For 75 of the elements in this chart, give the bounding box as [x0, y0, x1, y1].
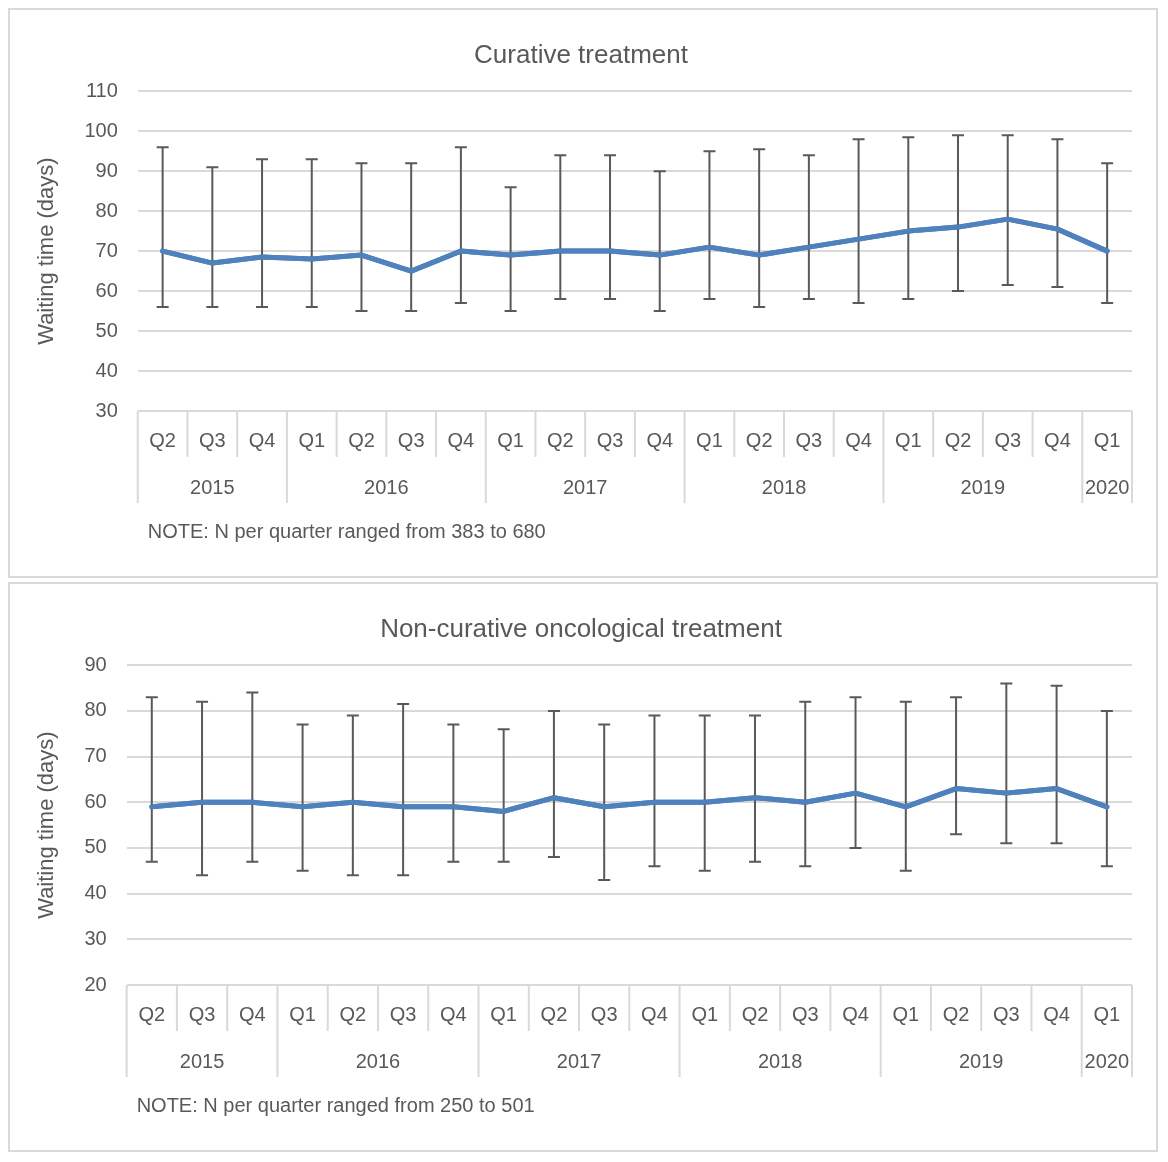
x-tick-label: Q3 — [590, 1002, 618, 1025]
x-tick-label: Q2 — [944, 428, 972, 451]
x-tick-label: Q1 — [289, 1002, 316, 1025]
x-tick-label: Q1 — [1093, 428, 1121, 451]
x-tick-label: Q1 — [892, 1002, 920, 1025]
text: 2016 — [364, 475, 409, 498]
x-tick-label: Q4 — [447, 428, 475, 451]
x-tick-label: Q2 — [745, 428, 773, 451]
x-tick-label: Q3 — [596, 428, 624, 451]
x-tick-label: Q2 — [942, 1002, 970, 1025]
y-tick-label: 50 — [95, 318, 118, 341]
y-tick-label: 40 — [84, 881, 107, 904]
x-tick-label: Q2 — [540, 1002, 568, 1025]
text: 2015 — [190, 475, 235, 498]
y-tick-label: 60 — [84, 789, 107, 812]
y-tick-label: 80 — [95, 198, 118, 221]
x-tick-label: Q4 — [842, 1002, 869, 1025]
x-tick-label: Q3 — [389, 1002, 417, 1025]
x-tick-label: Q1 — [696, 428, 723, 451]
text: NOTE: N per quarter ranged from 250 to 501 — [136, 1093, 535, 1116]
y-tick-label: 90 — [95, 158, 118, 181]
y-tick-label: 70 — [84, 744, 107, 767]
y-tick-label: 60 — [95, 278, 118, 301]
x-tick-label: Q4 — [238, 1002, 266, 1025]
text: 2018 — [761, 475, 807, 498]
x-tick-label: Q2 — [348, 428, 375, 451]
x-tick-label: Q1 — [490, 1002, 517, 1025]
text: 2019 — [960, 475, 1006, 498]
x-tick-label: Q2 — [546, 428, 574, 451]
x-tick-label: Q3 — [791, 1002, 819, 1025]
x-tick-label: Q4 — [440, 1002, 467, 1025]
x-tick-label: Q1 — [1093, 1002, 1121, 1025]
y-tick-label: 80 — [84, 698, 107, 721]
chart-title: Curative treatment — [474, 38, 689, 69]
y-tick-label: 20 — [84, 972, 107, 995]
x-tick-label: Q3 — [188, 1002, 216, 1025]
x-tick-label: Q4 — [646, 428, 674, 451]
x-tick-label: Q4 — [248, 428, 276, 451]
text: 2019 — [958, 1049, 1004, 1072]
x-tick-label: Q1 — [894, 428, 922, 451]
x-tick-label: Q2 — [339, 1002, 367, 1025]
y-tick-label: 30 — [84, 926, 107, 949]
x-tick-label: Q3 — [795, 428, 823, 451]
y-axis-title: Waiting time (days) — [33, 731, 59, 919]
y-tick-label: 90 — [84, 652, 107, 675]
y-tick-label: 50 — [84, 835, 107, 858]
x-tick-label: Q2 — [741, 1002, 769, 1025]
text: 2016 — [355, 1049, 401, 1072]
x-tick-label: Q4 — [1044, 428, 1071, 451]
text: 2017 — [556, 1049, 602, 1072]
text: 2018 — [757, 1049, 803, 1072]
y-tick-label: 40 — [95, 358, 118, 381]
y-tick-label: 70 — [95, 238, 118, 261]
chart-title: Non-curative oncological treatment — [380, 612, 783, 643]
x-tick-label: Q1 — [298, 428, 326, 451]
x-tick-label: Q3 — [397, 428, 425, 451]
y-tick-label: 100 — [84, 118, 118, 141]
x-tick-label: Q3 — [992, 1002, 1020, 1025]
text: NOTE: N per quarter ranged from 383 to 680 — [147, 519, 546, 542]
y-axis-title: Waiting time (days) — [33, 157, 59, 345]
y-tick-label: 110 — [85, 78, 118, 101]
text: 2017 — [562, 475, 608, 498]
x-tick-label: Q4 — [1043, 1002, 1070, 1025]
x-tick-label: Q1 — [691, 1002, 719, 1025]
text: 2015 — [179, 1049, 225, 1072]
x-tick-label: Q4 — [845, 428, 872, 451]
x-tick-label: Q2 — [138, 1002, 166, 1025]
y-tick-label: 30 — [95, 398, 118, 421]
text: 2020 — [1084, 475, 1130, 498]
x-tick-label: Q2 — [149, 428, 176, 451]
x-tick-label: Q3 — [994, 428, 1022, 451]
x-tick-label: Q1 — [497, 428, 524, 451]
x-tick-label: Q3 — [198, 428, 226, 451]
x-tick-label: Q4 — [641, 1002, 668, 1025]
text: 2020 — [1084, 1049, 1130, 1072]
